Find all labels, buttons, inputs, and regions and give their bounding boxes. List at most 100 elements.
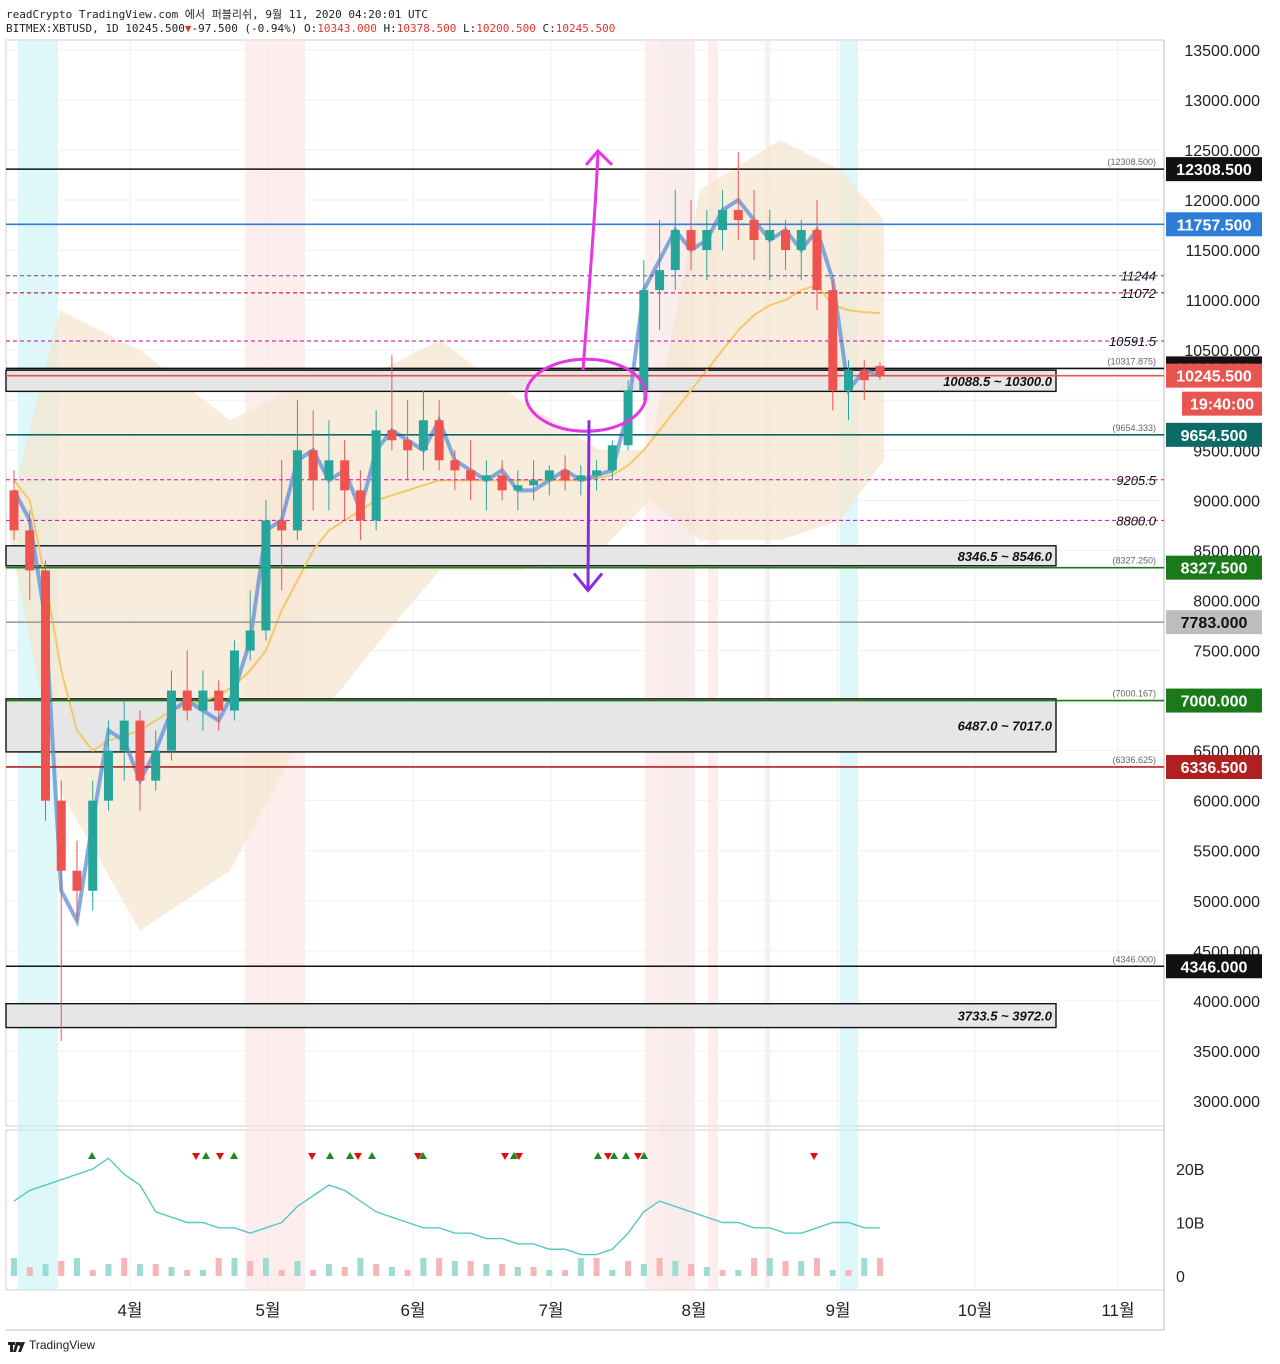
candle-body bbox=[576, 475, 586, 481]
volume-bar bbox=[26, 1267, 33, 1276]
level-note: 11072 bbox=[1121, 286, 1157, 301]
annotation-arrow-up bbox=[581, 151, 600, 371]
close-value: 10245.500 bbox=[555, 22, 616, 35]
candle-body bbox=[371, 430, 381, 521]
level-tag-13 bbox=[1166, 754, 1262, 779]
brand-text: TradingView bbox=[29, 1338, 96, 1352]
level-note: (12308.500) bbox=[1107, 157, 1156, 167]
highlight-band-3 bbox=[660, 40, 695, 1290]
volume-bar bbox=[499, 1264, 506, 1276]
support-zone-label: 10088.5 ~ 10300.0 bbox=[943, 374, 1053, 389]
candle-body bbox=[702, 230, 712, 251]
volume-bar bbox=[121, 1258, 128, 1276]
candle-body bbox=[781, 230, 791, 251]
volume-tick-label: 20B bbox=[1176, 1162, 1204, 1179]
candle-body bbox=[277, 520, 287, 531]
buy-signal-icon bbox=[594, 1152, 602, 1159]
tradingview-brand[interactable]: TradingView bbox=[8, 1338, 95, 1352]
buy-signal-icon bbox=[230, 1152, 238, 1159]
change-value: -97.500 (-0.94%) bbox=[191, 22, 298, 35]
candle-body bbox=[40, 570, 50, 801]
volume-bar bbox=[294, 1261, 301, 1276]
price-tick-label: 3500.000 bbox=[1193, 1044, 1260, 1061]
support-zone-1 bbox=[5, 545, 1057, 567]
candle-body bbox=[844, 370, 854, 391]
tradingview-logo-icon bbox=[8, 1341, 25, 1352]
annotation-arrowhead-down bbox=[572, 572, 604, 593]
month-label: 11월 bbox=[1101, 1301, 1134, 1320]
buy-signal-icon bbox=[202, 1152, 210, 1159]
volume-bar bbox=[42, 1264, 49, 1276]
close-label: C: bbox=[542, 22, 556, 35]
highlight-band-4 bbox=[708, 40, 718, 1290]
price-tick-label: 13500.000 bbox=[1184, 43, 1260, 60]
price-tick-label: 12500.000 bbox=[1184, 143, 1260, 160]
level-tag-11 bbox=[1166, 610, 1262, 635]
candle-body bbox=[198, 690, 208, 711]
level-tag-10 bbox=[1166, 555, 1262, 580]
level-note: (6336.625) bbox=[1112, 755, 1156, 765]
price-tick-label: 5500.000 bbox=[1193, 844, 1260, 861]
candle-body bbox=[245, 630, 255, 651]
candle-body bbox=[639, 290, 649, 391]
volume-bar bbox=[467, 1261, 474, 1276]
sell-signal-icon bbox=[192, 1153, 200, 1160]
volume-bar bbox=[262, 1258, 269, 1276]
annotation-arrowhead-up bbox=[584, 148, 614, 167]
price-tick-label: 9000.000 bbox=[1193, 493, 1260, 510]
volume-bar bbox=[814, 1258, 821, 1276]
volume-bar bbox=[451, 1261, 458, 1276]
volume-bar bbox=[845, 1270, 852, 1276]
volume-bar bbox=[231, 1258, 238, 1276]
countdown-label: 19:40:00 bbox=[1190, 397, 1254, 414]
buy-signal-icon bbox=[88, 1152, 96, 1159]
candle-body bbox=[875, 365, 885, 376]
month-label: 6월 bbox=[400, 1301, 425, 1320]
level-tag-7 bbox=[1166, 422, 1262, 447]
sell-signal-icon bbox=[216, 1153, 224, 1160]
high-label: H: bbox=[383, 22, 397, 35]
highlight-band-2 bbox=[645, 40, 660, 1290]
volume-bar bbox=[278, 1270, 285, 1276]
support-zone-label: 6487.0 ~ 7017.0 bbox=[958, 718, 1053, 733]
price-tick-label: 10500.000 bbox=[1184, 343, 1260, 360]
support-zone-label: 3733.5 ~ 3972.0 bbox=[958, 1009, 1053, 1024]
level-note: 8800.0 bbox=[1116, 513, 1157, 528]
volume-bar bbox=[247, 1261, 254, 1276]
volume-bar bbox=[310, 1270, 317, 1276]
candle-body bbox=[686, 230, 696, 251]
price-tick-label: 13000.000 bbox=[1184, 93, 1260, 110]
buy-signal-icon bbox=[419, 1152, 427, 1159]
last-price: 10245.500 bbox=[125, 22, 185, 35]
level-note: (7000.167) bbox=[1112, 689, 1156, 699]
candle-body bbox=[450, 460, 460, 471]
candle-body bbox=[718, 210, 728, 231]
volume-bar bbox=[404, 1270, 411, 1276]
open-label: O: bbox=[304, 22, 318, 35]
volume-bar bbox=[73, 1258, 80, 1276]
month-label: 4월 bbox=[117, 1301, 142, 1320]
candle-body bbox=[418, 420, 428, 451]
candle-body bbox=[324, 460, 334, 481]
sell-signal-icon bbox=[604, 1153, 612, 1160]
volume-bar bbox=[703, 1267, 710, 1276]
volume-tick-label: 0 bbox=[1176, 1269, 1185, 1286]
candle-body bbox=[151, 750, 161, 781]
candle-body bbox=[292, 450, 302, 531]
level-tag-1 bbox=[1166, 212, 1262, 237]
candle-body bbox=[796, 230, 806, 251]
price-tick-label: 11500.000 bbox=[1186, 243, 1261, 260]
volume-bar bbox=[877, 1258, 883, 1276]
volume-bar bbox=[420, 1258, 427, 1276]
level-tag-14 bbox=[1166, 954, 1262, 979]
volume-bar bbox=[546, 1270, 553, 1276]
price-tick-label: 9500.000 bbox=[1193, 443, 1260, 460]
open-value: 10343.000 bbox=[317, 22, 377, 35]
candle-body bbox=[513, 485, 523, 491]
sell-signal-icon bbox=[308, 1153, 316, 1160]
volume-bar bbox=[609, 1270, 616, 1276]
low-label: L: bbox=[463, 22, 477, 35]
price-tick-label: 6000.000 bbox=[1193, 794, 1260, 811]
level-tag-label: 4346.000 bbox=[1181, 959, 1248, 976]
